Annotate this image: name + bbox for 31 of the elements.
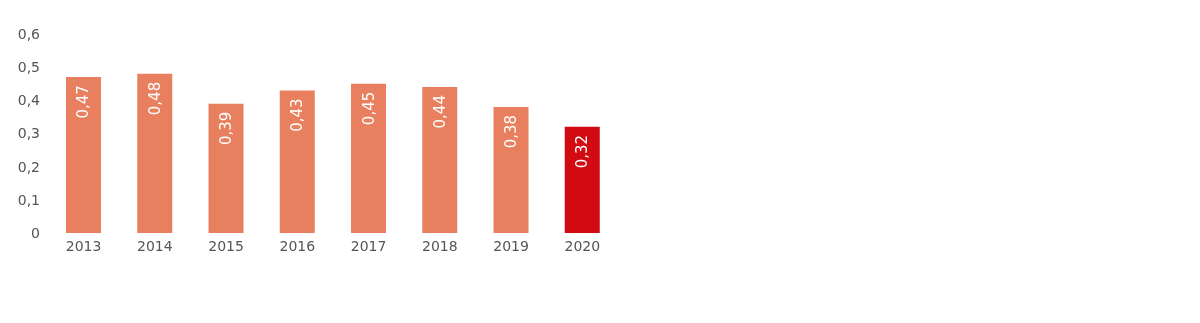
x-tick-label: 2018 (422, 237, 458, 254)
x-tick-label: 2020 (564, 237, 601, 254)
data-label: 0,48 (145, 81, 164, 116)
bar (564, 126, 600, 233)
bar (208, 103, 244, 233)
x-tick-label: 2015 (208, 237, 244, 254)
bar (493, 106, 529, 233)
y-tick-label: 0 (31, 224, 40, 241)
bar (351, 83, 386, 233)
bar (422, 87, 458, 233)
y-tick-label: 0,4 (17, 92, 41, 109)
x-tick-label: 2017 (350, 237, 387, 254)
y-tick-label: 0,6 (17, 25, 41, 42)
bar (66, 77, 101, 233)
y-tick-label: 0,5 (17, 59, 40, 76)
data-label: 0,47 (74, 85, 93, 119)
y-tick-label: 0,3 (17, 125, 40, 142)
x-tick-label: 2019 (493, 237, 529, 254)
x-tick-label: 2014 (137, 237, 173, 254)
y-tick-label: 0,1 (17, 191, 40, 208)
data-label: 0,45 (359, 91, 378, 126)
bar (279, 90, 315, 233)
data-label: 0,44 (430, 95, 449, 129)
data-label: 0,39 (217, 111, 235, 146)
x-tick-label: 2013 (65, 237, 102, 254)
y-tick-label: 0,2 (17, 158, 40, 175)
data-label: 0,43 (288, 98, 307, 132)
x-tick-label: 2016 (279, 237, 316, 254)
bar (137, 73, 173, 233)
data-label: 0,32 (573, 134, 592, 169)
data-label: 0,38 (502, 114, 520, 149)
